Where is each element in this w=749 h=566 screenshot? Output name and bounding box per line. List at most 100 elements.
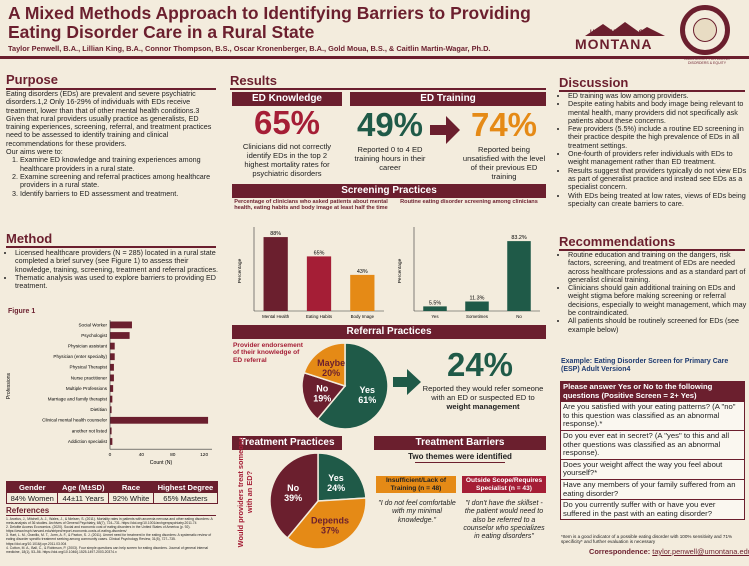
demo-header: Highest Degree <box>152 481 219 493</box>
purpose-heading: Purpose <box>6 72 59 87</box>
fig1-tick-label: 40 <box>139 452 145 458</box>
recommendation-bullet: Clinicians should gain additional traini… <box>568 284 747 317</box>
recommendations-rule <box>559 249 745 251</box>
theme-2-quote: "I don't have the skillset - the patient… <box>463 500 545 541</box>
pie-slice-value: 24% <box>327 483 345 493</box>
fig1-ylabel: Professions <box>6 372 12 399</box>
results-heading: Results <box>230 73 277 88</box>
pie-slice-label: No <box>316 384 328 394</box>
knowledge-text: Clinicians did not correctly identify ED… <box>242 142 332 178</box>
screening-bar <box>263 237 288 311</box>
right-arrow-icon <box>430 116 460 144</box>
esp-question: Do you ever eat in secret? (A "yes" to t… <box>560 429 745 460</box>
purpose-paragraph: Eating disorders (EDs) are prevalent and… <box>6 89 212 148</box>
fig1-category-label: Multiple Professions <box>66 386 108 391</box>
discussion-bullet: With EDs being treated at low rates, vie… <box>568 191 747 209</box>
right-arrow-icon <box>393 369 421 395</box>
screening-ylabel: Percentage <box>237 258 243 283</box>
fig1-category-label: Psychologist <box>81 333 108 338</box>
lab-logo-icon <box>693 18 717 42</box>
esp-table: Please answer Yes or No to the following… <box>560 380 745 521</box>
ed-training-band: ED Training <box>350 92 546 106</box>
correspondence-email[interactable]: taylor.penwell@umontana.edu <box>652 547 749 556</box>
figure-label: Figure 1 <box>8 308 36 315</box>
correspondence: Correspondence: taylor.penwell@umontana.… <box>589 547 749 556</box>
pie-slice-value: 37% <box>321 526 339 536</box>
fig1-category-label: Dietitian <box>90 407 107 412</box>
method-bullet: Licensed healthcare providers (N = 285) … <box>15 248 218 274</box>
fig1-category-label: Physician assistant <box>68 344 108 349</box>
ed-knowledge-band: ED Knowledge <box>232 92 342 106</box>
fig1-bar <box>110 332 130 339</box>
treatment-question: Would providers treat someone with an ED… <box>236 436 254 548</box>
screening-chart-title: Routine eating disorder screening among … <box>400 199 538 205</box>
pie-slice-value: 19% <box>313 394 331 404</box>
pie-slice-label: No <box>287 483 299 493</box>
referral-text: Reported they would refer someone with a… <box>420 384 546 411</box>
fig1-category-label: Physical Therapist <box>70 365 108 370</box>
training-stat-1: 49% <box>356 106 424 143</box>
esp-question: Are you satisfied with your eating patte… <box>560 401 745 431</box>
reference-item: 4. Cotton, M. A., Ball, C., & Robinson, … <box>6 545 208 554</box>
pie-slice <box>316 342 389 430</box>
esp-question: Do you currently suffer with or have you… <box>560 499 745 521</box>
discussion-rule <box>559 90 745 92</box>
theme-1-quote: "I do not feel comfortable with my minim… <box>378 500 456 524</box>
fig1-category-label: Marriage and family therapist <box>48 397 108 402</box>
demographics-table: Gender Age (M±SD) Race Highest Degree 84… <box>5 481 219 504</box>
discussion-bullet: Few providers (5.5%) include a routine E… <box>568 125 747 150</box>
results-rule <box>230 88 546 90</box>
recommendations-heading: Recommendations <box>559 234 676 249</box>
fig1-bar <box>110 427 112 435</box>
referral-text-main: Reported they would refer someone with a… <box>422 384 544 402</box>
pie-slice-label: Yes <box>328 473 344 483</box>
screening-category-label: Yes <box>431 314 439 319</box>
screening-data-label: 5.5% <box>429 300 441 306</box>
demo-header: Race <box>108 481 154 493</box>
pie-slice <box>317 452 367 502</box>
esp-note: *Item is a good indicator of a possible … <box>561 534 733 545</box>
training-text-1: Reported 0 to 4 ED training hours in the… <box>354 145 426 172</box>
recommendation-bullet: Routine education and training on the da… <box>568 250 747 284</box>
discussion-bullet: Results suggest that providers typically… <box>568 166 747 192</box>
screening-band: Screening Practices <box>232 184 546 198</box>
fig1-bar <box>110 416 209 424</box>
screening-bar <box>507 241 531 311</box>
demo-value: 44±11 Years <box>57 492 110 504</box>
aim-item: Examine ED knowledge and training experi… <box>20 156 218 173</box>
referral-band: Referral Practices <box>232 325 546 339</box>
pie-slice <box>286 497 367 550</box>
fig1-category-label: Nurse practitioner <box>71 375 108 380</box>
poster-title: A Mixed Methods Approach to Identifying … <box>8 3 531 42</box>
references-heading: References <box>6 506 50 515</box>
reference-item: 1. Arcelus, J., Mitchell, A. J., Wales, … <box>6 517 213 526</box>
fig1-tick-label: 0 <box>109 452 112 458</box>
pie-slice-value: 20% <box>322 368 340 378</box>
pie-slice-label: Maybe <box>317 358 345 368</box>
references-list: 1. Arcelus, J., Mitchell, A. J., Wales, … <box>6 517 218 565</box>
reference-item: 2. Deloitte Access Economics. (2020). So… <box>6 525 191 534</box>
theme-1-badge: Insufficient/Lack of Training (n = 48) <box>376 476 456 494</box>
screening-category-label: Eating Habits <box>306 314 333 319</box>
fig1-tick-label: 120 <box>200 452 208 458</box>
fig1-tick-label: 80 <box>170 452 176 458</box>
barriers-band: Treatment Barriers <box>374 436 546 450</box>
fig1-bar <box>110 342 115 350</box>
aims-intro: Our aims were to: <box>6 147 63 157</box>
screening-chart-title: Percentage of clinicians who asked patie… <box>234 199 388 212</box>
mountain-logo-icon <box>585 22 665 36</box>
recommendation-bullet: All patients should be routinely screene… <box>568 317 747 334</box>
pie-slice-value: 61% <box>358 395 376 405</box>
screening-data-label: 83.2% <box>511 235 526 241</box>
method-heading: Method <box>6 231 53 246</box>
esp-header: Please answer Yes or No to the following… <box>560 380 745 403</box>
fig1-category-label: Social Worker <box>78 322 107 327</box>
demo-value: 65% Masters <box>152 492 219 504</box>
purpose-text: Eating disorders (EDs) are prevalent and… <box>6 89 218 198</box>
aim-item: Examine screening and referral practices… <box>20 172 218 190</box>
screening-category-label: No <box>516 314 522 319</box>
fig1-bar <box>110 374 114 382</box>
fig1-bar <box>110 395 113 403</box>
